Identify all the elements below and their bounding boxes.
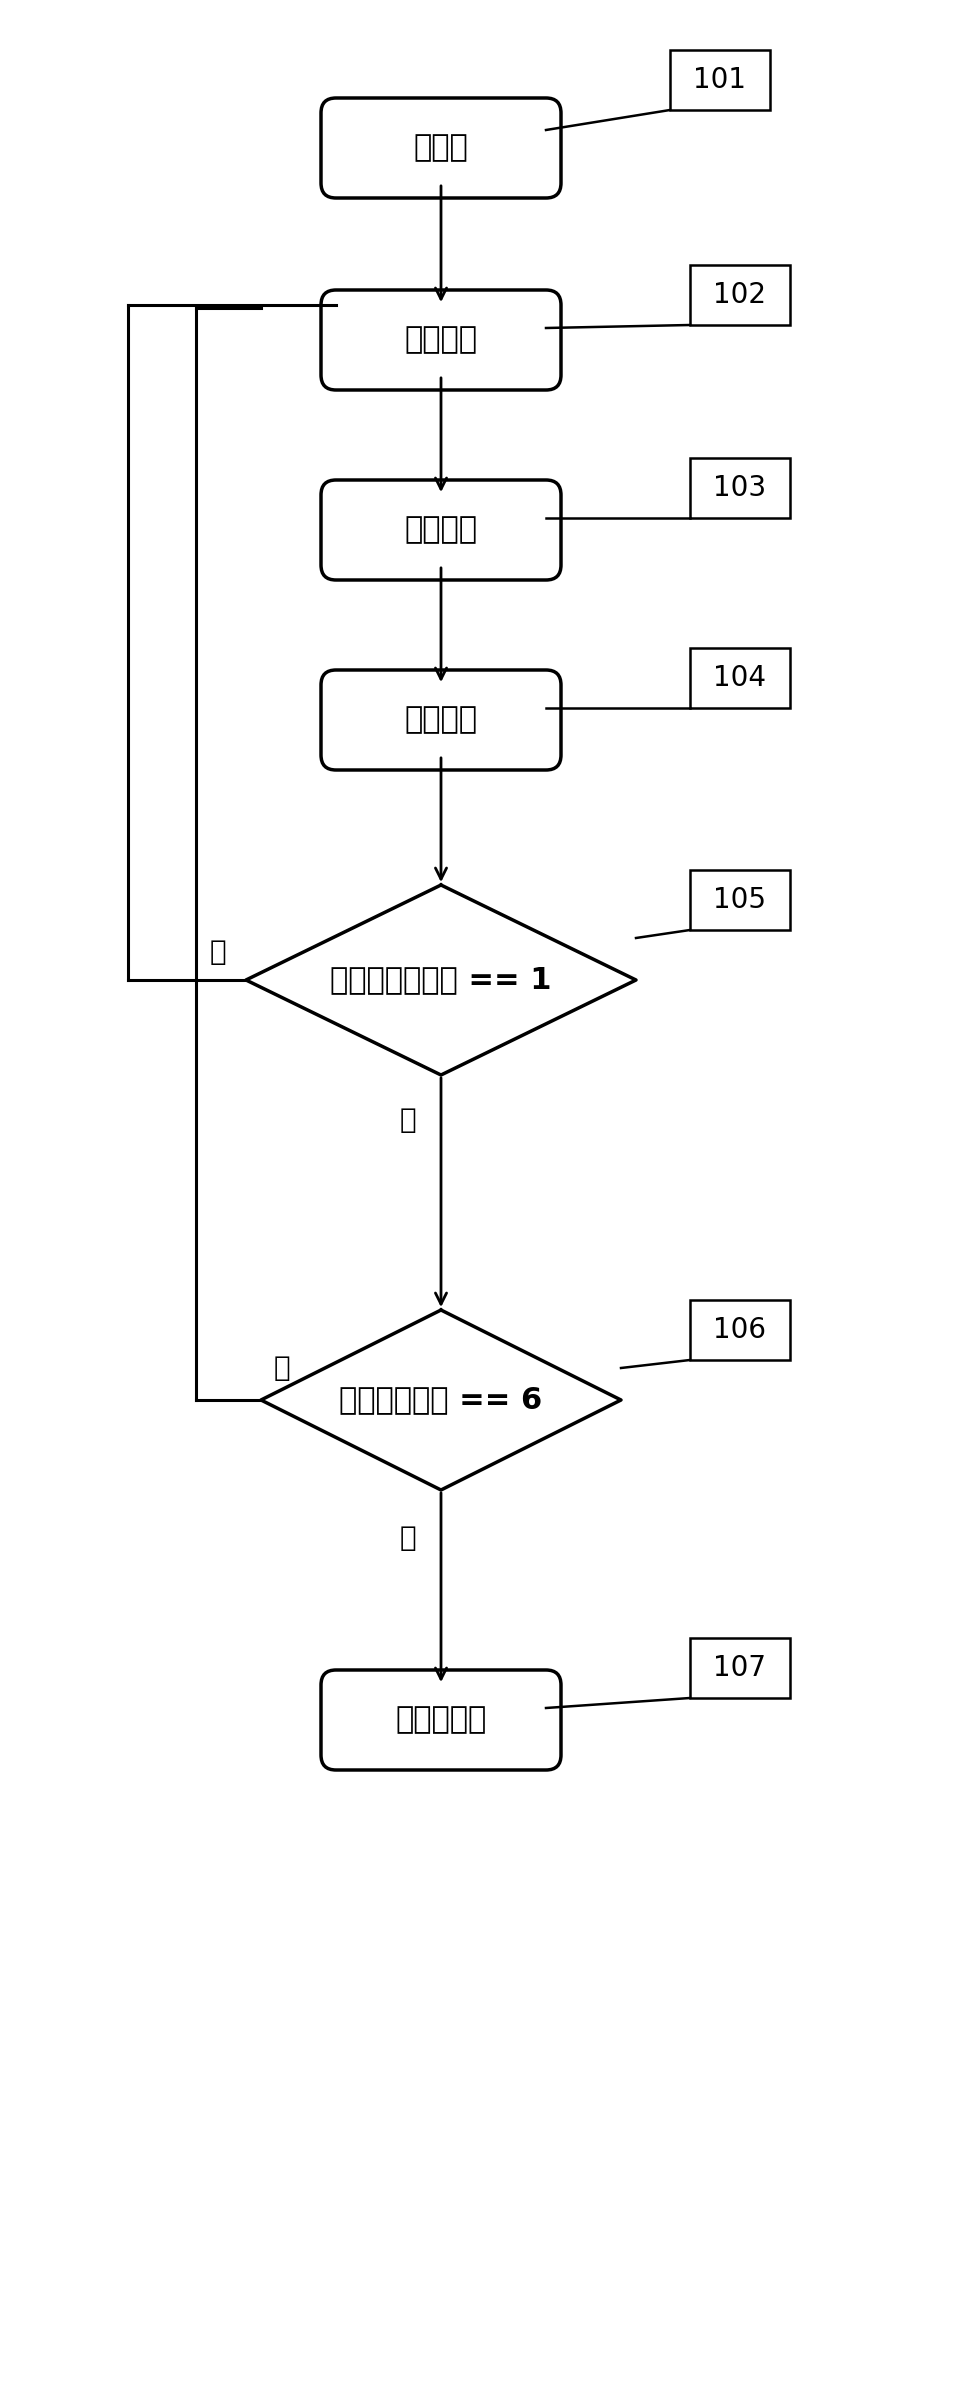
Text: 是: 是 (400, 1105, 416, 1134)
Text: 脉宽测量: 脉宽测量 (404, 326, 478, 355)
FancyBboxPatch shape (321, 479, 561, 580)
Bar (690, 870, 790, 930)
Text: 106: 106 (714, 1316, 767, 1345)
Text: 采集数据组数 == 6: 采集数据组数 == 6 (339, 1385, 542, 1414)
Text: 否: 否 (273, 1354, 290, 1383)
Bar (690, 647, 790, 707)
Text: 107: 107 (714, 1654, 767, 1683)
Bar (690, 1299, 790, 1359)
Text: 计算有效值: 计算有效值 (396, 1707, 486, 1735)
Bar (670, 50, 770, 110)
Bar (690, 458, 790, 518)
Bar (690, 1637, 790, 1697)
Text: 102: 102 (714, 280, 767, 309)
FancyBboxPatch shape (321, 1671, 561, 1769)
Text: 初始化: 初始化 (414, 134, 468, 163)
Text: 否: 否 (210, 937, 226, 966)
Text: 103: 103 (714, 475, 767, 501)
Polygon shape (246, 884, 636, 1074)
Text: 过零检测: 过零检测 (404, 515, 478, 544)
Text: 开始采样标志位 == 1: 开始采样标志位 == 1 (330, 966, 552, 995)
Bar (690, 266, 790, 326)
Text: 104: 104 (714, 664, 767, 693)
Text: 101: 101 (693, 67, 746, 93)
FancyBboxPatch shape (321, 671, 561, 769)
Text: 105: 105 (714, 887, 767, 913)
Text: 外部中断: 外部中断 (404, 705, 478, 733)
FancyBboxPatch shape (321, 98, 561, 199)
FancyBboxPatch shape (321, 290, 561, 391)
Text: 是: 是 (400, 1524, 416, 1551)
Polygon shape (261, 1311, 621, 1491)
